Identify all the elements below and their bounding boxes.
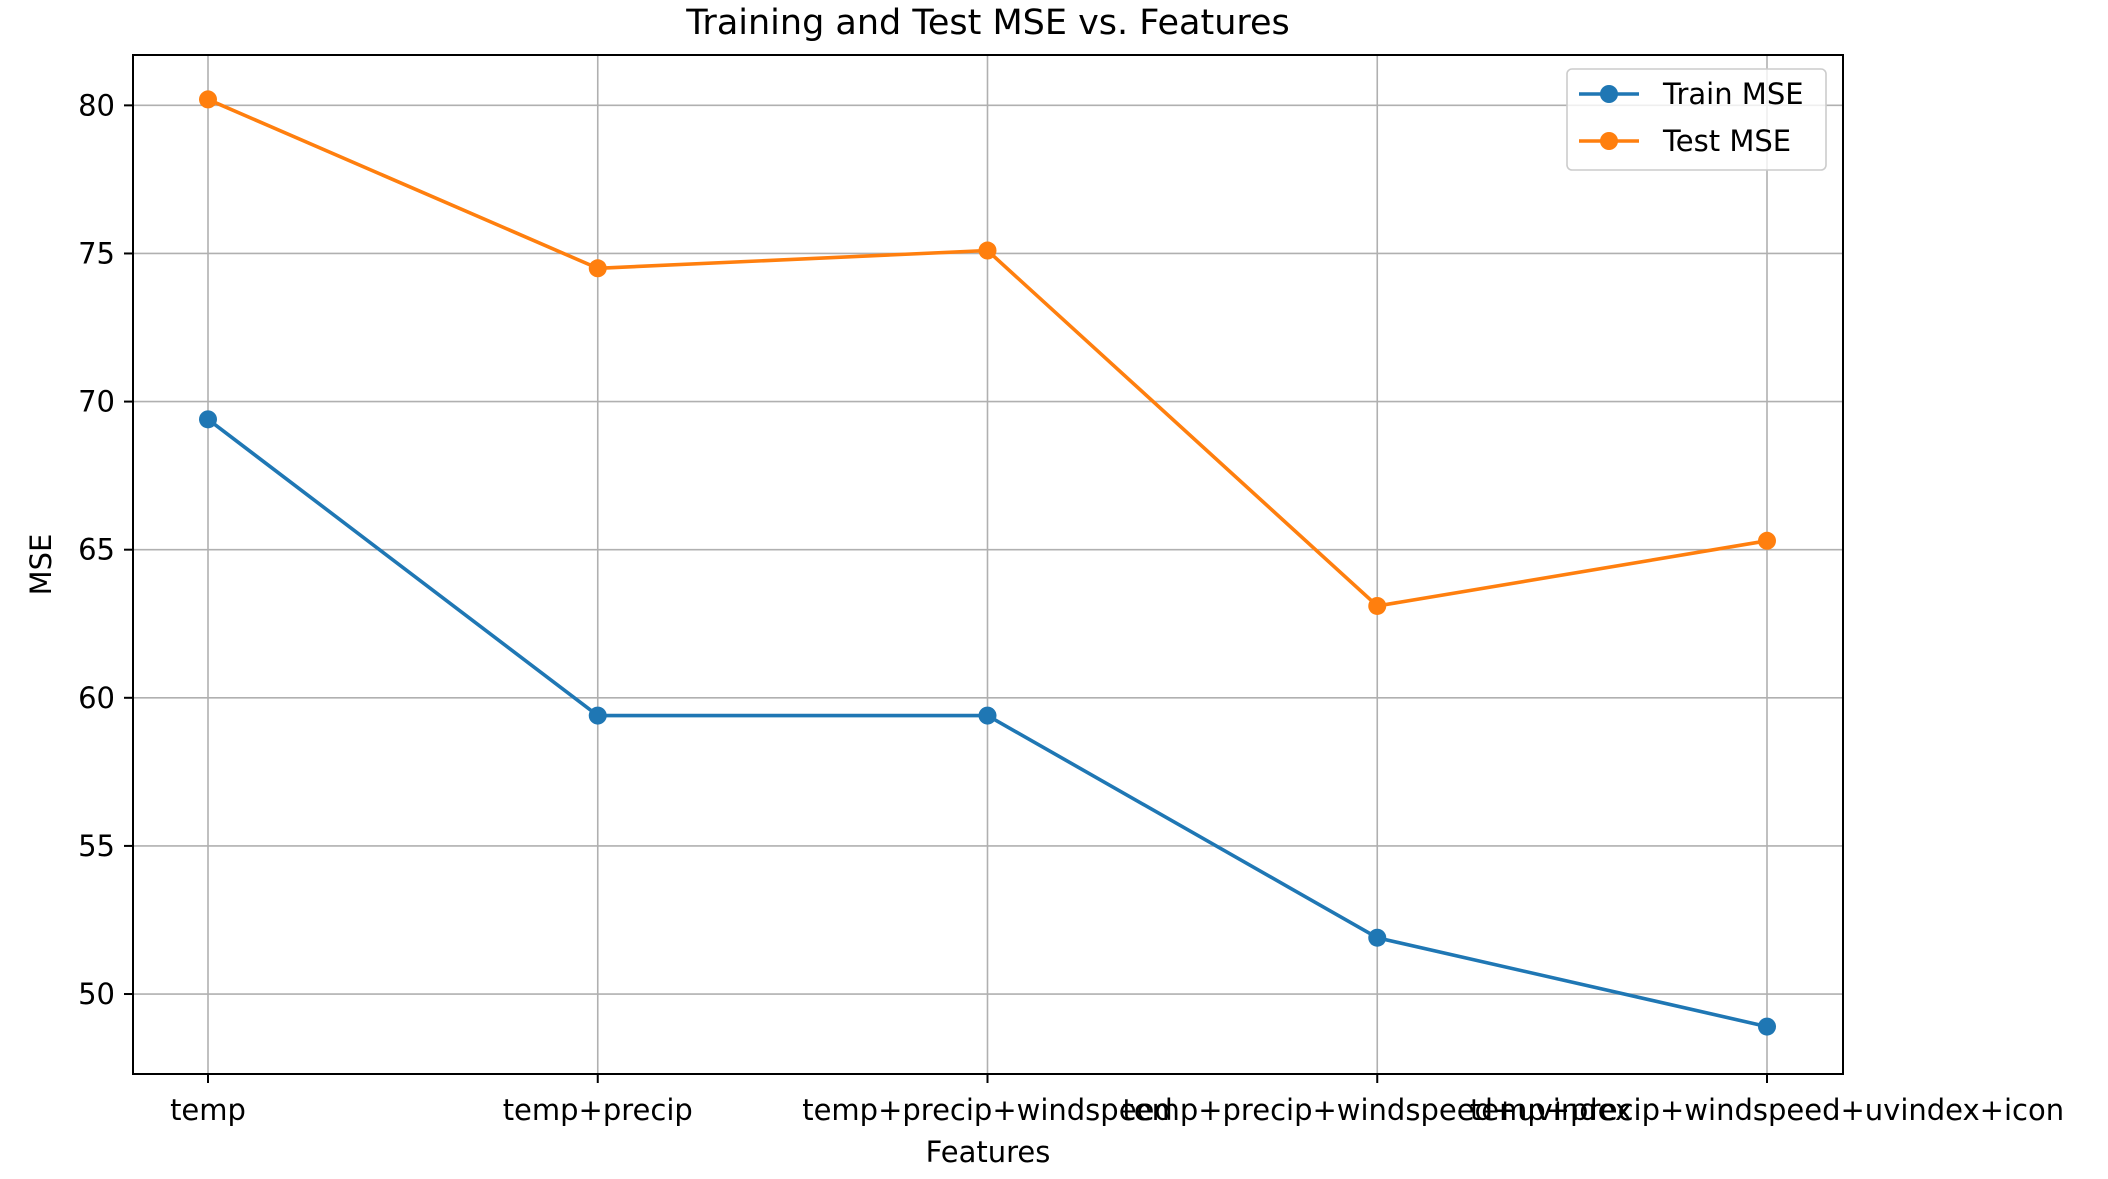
x-tick-label: temp+precip+windspeed+uvindex+icon	[1470, 1093, 2064, 1127]
legend-label: Test MSE	[1662, 124, 1791, 158]
x-axis-label: Features	[926, 1135, 1051, 1169]
x-tick-label: temp+precip+windspeed+uvindex	[1122, 1093, 1632, 1127]
data-point	[978, 241, 997, 260]
axis-ticks: temp temp+precip temp+precip+windspeedtemp…	[78, 88, 2064, 1127]
series-layer	[199, 90, 1776, 1036]
chart-title: Training and Test MSE vs. Features	[685, 3, 1290, 43]
y-axis-label: MSE	[24, 534, 58, 596]
legend-marker	[1600, 85, 1618, 103]
data-point	[199, 410, 217, 429]
legend-marker	[1600, 132, 1618, 150]
legend-items: Train MSE Test MSE	[1579, 77, 1804, 158]
y-tick-label: 65	[78, 533, 115, 567]
grid-lines	[133, 55, 1843, 1074]
data-point	[1758, 1017, 1776, 1036]
y-tick-label: 55	[78, 829, 115, 863]
legend: Train MSE Test MSE	[1566, 68, 1827, 171]
data-point	[1368, 596, 1387, 615]
data-point	[1758, 531, 1776, 550]
y-tick-label: 70	[78, 385, 115, 419]
y-tick-label: 80	[78, 88, 115, 122]
x-tick-label: temp	[170, 1093, 246, 1127]
x-tick-label: temp+precip+windspeed	[802, 1093, 1173, 1127]
x-tick-label: temp+precip	[503, 1093, 693, 1127]
legend-label: Train MSE	[1662, 77, 1804, 111]
data-point	[588, 706, 607, 725]
y-tick-label: 50	[78, 977, 115, 1011]
y-tick-label: 60	[78, 681, 115, 715]
data-point	[978, 706, 997, 725]
data-point	[588, 259, 607, 278]
y-tick-label: 75	[78, 236, 115, 270]
data-point	[199, 90, 217, 109]
data-point	[1368, 928, 1387, 947]
